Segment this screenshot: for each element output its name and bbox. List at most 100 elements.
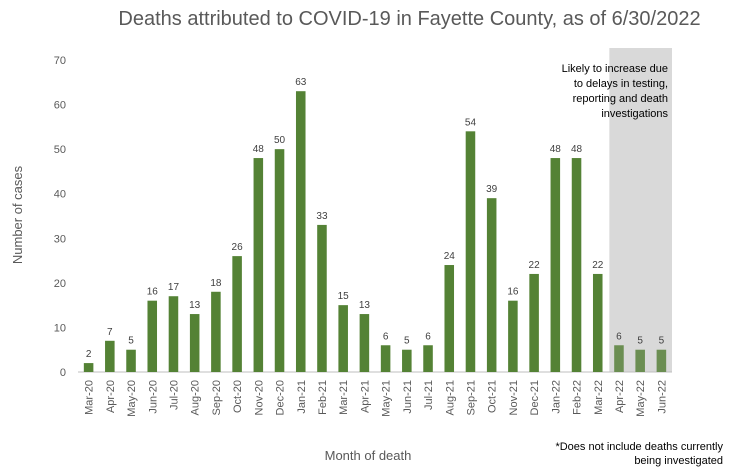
x-tick-label: Jul-20 — [168, 380, 180, 410]
bar — [486, 198, 497, 372]
data-label: 5 — [404, 336, 410, 347]
bar — [317, 224, 327, 372]
data-label: 24 — [444, 251, 456, 262]
bar — [147, 300, 158, 372]
data-label: 13 — [189, 300, 201, 311]
bar — [656, 349, 667, 372]
data-label: 17 — [168, 282, 180, 293]
data-label: 5 — [128, 336, 134, 347]
x-tick-label: Apr-22 — [614, 380, 626, 413]
data-label: 6 — [616, 331, 622, 342]
data-label: 6 — [425, 331, 431, 342]
data-label: 54 — [465, 117, 477, 128]
bar — [380, 345, 391, 372]
y-tick-label: 60 — [54, 100, 66, 112]
data-label: 63 — [295, 77, 307, 88]
x-tick-label: May-21 — [381, 380, 393, 417]
bar — [274, 149, 285, 372]
bar — [338, 305, 348, 372]
annotation-line: reporting and death — [573, 93, 668, 105]
bar — [550, 158, 561, 372]
data-label: 50 — [274, 135, 286, 146]
y-axis-title: Number of cases — [10, 165, 25, 264]
data-label: 15 — [338, 291, 350, 302]
x-tick-label: Jun-22 — [656, 380, 668, 414]
x-tick-label: Aug-21 — [444, 380, 456, 415]
data-label: 48 — [550, 144, 562, 155]
bar — [592, 273, 603, 372]
y-tick-label: 20 — [54, 278, 66, 290]
annotation-line: to delays in testing, — [574, 78, 668, 90]
data-label: 16 — [147, 287, 159, 298]
x-tick-label: Sep-20 — [211, 380, 223, 415]
data-label: 2 — [86, 349, 92, 360]
chart-title: Deaths attributed to COVID-19 in Fayette… — [118, 8, 701, 30]
x-tick-label: Jun-21 — [402, 380, 414, 414]
y-tick-label: 50 — [54, 144, 66, 156]
x-tick-label: Jan-22 — [550, 380, 562, 414]
y-tick-label: 10 — [54, 322, 66, 334]
data-label: 6 — [383, 331, 389, 342]
x-tick-label: Dec-21 — [529, 380, 541, 415]
x-axis-title: Month of death — [325, 448, 412, 463]
x-tick-label: Aug-20 — [190, 380, 202, 415]
bar — [126, 349, 136, 372]
bar — [168, 296, 179, 372]
bar — [635, 349, 645, 372]
x-tick-label: May-22 — [635, 380, 647, 417]
x-tick-label: Dec-20 — [275, 380, 287, 415]
incomplete-data-shade — [609, 48, 672, 372]
data-label: 5 — [637, 336, 643, 347]
bar — [211, 291, 221, 372]
data-label: 16 — [507, 287, 519, 298]
x-tick-label: Apr-21 — [359, 380, 371, 413]
data-label: 33 — [316, 211, 328, 222]
bar — [571, 158, 582, 372]
data-label: 48 — [253, 144, 265, 155]
bar — [444, 265, 455, 372]
x-tick-label: Mar-21 — [338, 380, 350, 415]
x-tick-label: Nov-21 — [508, 380, 520, 415]
x-tick-label: Mar-20 — [84, 380, 96, 415]
y-tick-label: 30 — [54, 233, 66, 245]
y-tick-label: 70 — [54, 55, 66, 67]
bar — [423, 345, 433, 372]
x-tick-label: Feb-22 — [572, 380, 584, 415]
bar — [614, 345, 624, 372]
bar — [465, 131, 476, 372]
x-tick-label: Jan-21 — [296, 380, 308, 414]
data-label: 48 — [571, 144, 583, 155]
x-tick-label: Oct-20 — [232, 380, 244, 413]
x-tick-label: Apr-20 — [105, 380, 117, 413]
data-label: 18 — [210, 278, 222, 289]
data-label: 22 — [592, 260, 604, 271]
bar — [295, 91, 306, 372]
data-label: 5 — [659, 336, 665, 347]
footnote: *Does not include deaths currently being… — [555, 440, 723, 468]
data-label: 26 — [232, 242, 244, 253]
x-tick-label: Jul-21 — [423, 380, 435, 410]
bar — [402, 349, 412, 372]
bar — [232, 256, 242, 372]
y-tick-label: 0 — [60, 367, 66, 379]
y-tick-label: 40 — [54, 189, 66, 201]
bar — [508, 300, 518, 372]
bar — [189, 314, 200, 372]
x-tick-label: Feb-21 — [317, 380, 329, 415]
x-tick-label: Oct-21 — [487, 380, 499, 413]
bar — [359, 314, 370, 372]
data-label: 39 — [486, 184, 498, 195]
data-label: 7 — [107, 327, 113, 338]
data-label: 13 — [359, 300, 371, 311]
x-tick-label: Sep-21 — [465, 380, 477, 415]
annotation-line: investigations — [601, 108, 668, 120]
footnote-line-1: *Does not include deaths currently — [555, 441, 723, 453]
x-tick-label: May-20 — [126, 380, 138, 417]
x-tick-label: Jun-20 — [147, 380, 159, 414]
x-tick-label: Mar-22 — [593, 380, 605, 415]
bar — [253, 158, 264, 372]
annotation-line: Likely to increase due — [562, 63, 668, 75]
bar — [529, 273, 539, 372]
bar — [83, 363, 94, 372]
